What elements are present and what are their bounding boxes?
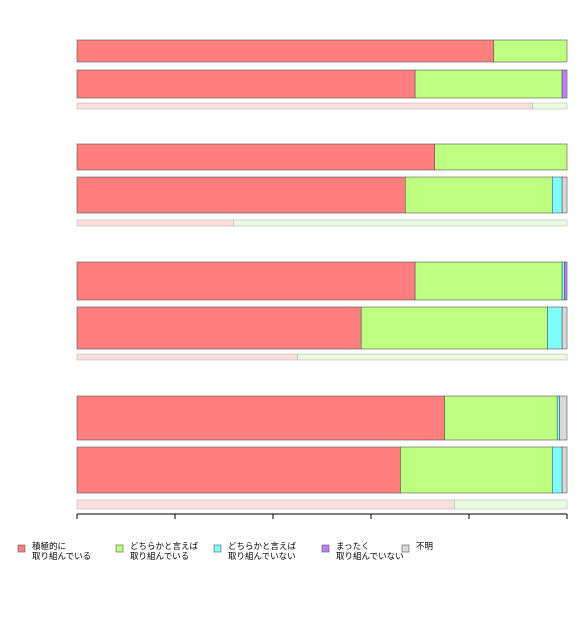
unknown-bar-segment bbox=[76, 102, 533, 110]
bar-segment bbox=[76, 69, 416, 99]
bar-segment bbox=[76, 446, 401, 494]
bar-segment bbox=[547, 306, 563, 350]
legend-label: どちらかと言えば取り組んでいる bbox=[130, 541, 199, 562]
unknown-bar-segment bbox=[233, 219, 568, 227]
unknown-bar-segment bbox=[76, 499, 455, 510]
legend-swatch bbox=[115, 544, 124, 553]
legend-label: 積極的に取り組んでいる bbox=[32, 541, 91, 562]
unknown-bar-segment bbox=[76, 219, 235, 227]
bar-segment bbox=[561, 69, 568, 99]
legend-swatch bbox=[213, 544, 222, 553]
bar-segment bbox=[444, 395, 558, 441]
bar-segment bbox=[551, 176, 563, 214]
legend-label: まったく取り組んでいない bbox=[336, 542, 404, 562]
legend-swatch bbox=[17, 544, 26, 553]
bar-segment bbox=[400, 446, 553, 494]
bar-segment bbox=[76, 306, 362, 350]
unknown-bar-segment bbox=[76, 353, 298, 361]
unknown-bar-segment bbox=[454, 499, 568, 510]
bar-segment bbox=[414, 261, 563, 301]
bar-segment bbox=[360, 306, 548, 350]
bar-segment bbox=[434, 143, 568, 171]
bar-segment bbox=[561, 446, 568, 494]
bar-segment bbox=[76, 176, 406, 214]
bar-segment bbox=[561, 176, 568, 214]
bar-segment bbox=[493, 39, 568, 63]
bar-segment bbox=[76, 261, 416, 301]
bar-segment bbox=[76, 143, 436, 171]
bar-segment bbox=[561, 306, 568, 350]
bar-segment bbox=[76, 395, 445, 441]
bar-segment bbox=[76, 39, 494, 63]
legend-label: 不明 bbox=[416, 542, 433, 552]
bar-segment bbox=[564, 261, 568, 301]
unknown-bar-segment bbox=[532, 102, 568, 110]
unknown-bar-segment bbox=[297, 353, 568, 361]
legend-label: どちらかと言えば取り組んでいない bbox=[228, 541, 297, 562]
bar-segment bbox=[551, 446, 563, 494]
bar-segment bbox=[556, 395, 560, 441]
bar-segment bbox=[559, 395, 568, 441]
bar-segment bbox=[404, 176, 553, 214]
bar-segment bbox=[561, 261, 565, 301]
legend-swatch bbox=[401, 544, 410, 553]
bar-segment bbox=[414, 69, 563, 99]
legend-swatch bbox=[321, 544, 330, 553]
